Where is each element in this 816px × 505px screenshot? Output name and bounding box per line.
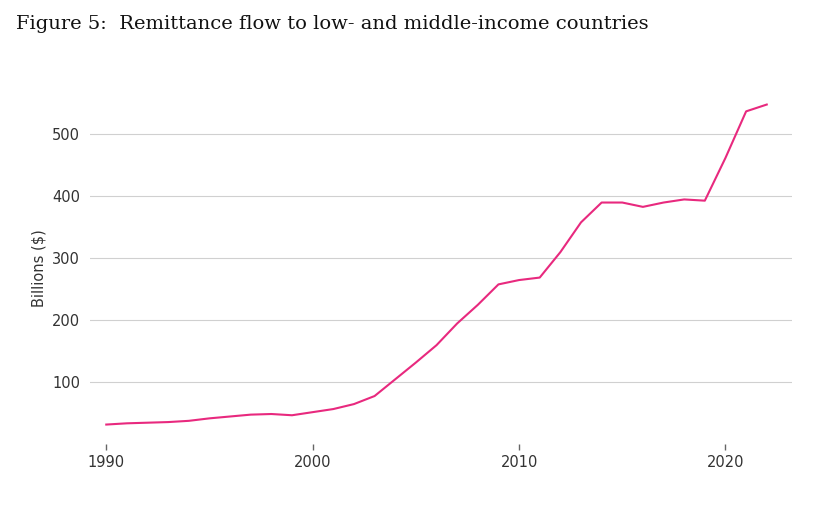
Text: Figure 5:  Remittance flow to low- and middle-income countries: Figure 5: Remittance flow to low- and mi… xyxy=(16,15,649,33)
Y-axis label: Billions ($): Billions ($) xyxy=(31,229,47,307)
